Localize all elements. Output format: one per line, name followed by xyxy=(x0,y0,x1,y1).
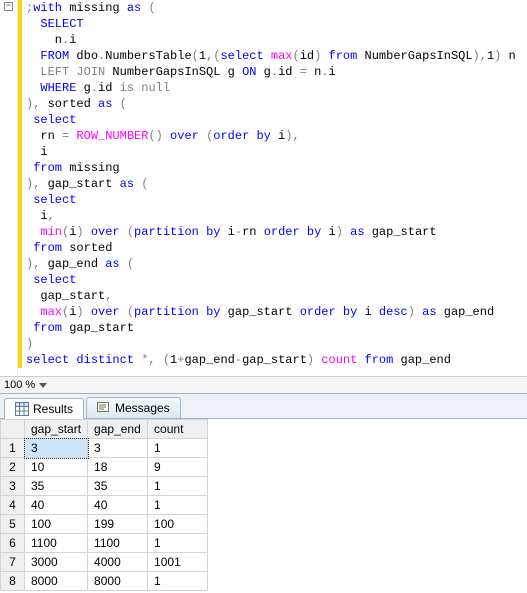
grid-cell[interactable]: 35 xyxy=(25,477,88,496)
row-header[interactable]: 7 xyxy=(1,553,25,572)
column-header[interactable]: gap_start xyxy=(25,420,88,439)
sql-editor[interactable]: − ;with missing as ( SELECT n.i FROM dbo… xyxy=(0,0,527,376)
grid-cell[interactable]: 1100 xyxy=(25,534,88,553)
change-bar xyxy=(18,0,22,368)
results-grid[interactable]: gap_startgap_endcount1331210189335351440… xyxy=(0,419,208,591)
grid-cell[interactable]: 100 xyxy=(25,515,88,534)
messages-icon xyxy=(97,401,111,415)
results-tabstrip: Results Messages xyxy=(0,393,527,419)
grid-cell[interactable]: 10 xyxy=(25,458,88,477)
grid-corner xyxy=(1,420,25,439)
grid-cell[interactable]: 3000 xyxy=(25,553,88,572)
table-row[interactable]: 7300040001001 xyxy=(1,553,208,572)
grid-cell[interactable]: 35 xyxy=(88,477,148,496)
grid-cell[interactable]: 8000 xyxy=(25,572,88,591)
row-header[interactable]: 3 xyxy=(1,477,25,496)
table-row[interactable]: 8800080001 xyxy=(1,572,208,591)
row-header[interactable]: 2 xyxy=(1,458,25,477)
tab-messages[interactable]: Messages xyxy=(86,397,181,418)
tab-results-label: Results xyxy=(33,402,73,416)
grid-cell[interactable]: 1 xyxy=(148,477,208,496)
table-row[interactable]: 210189 xyxy=(1,458,208,477)
grid-icon xyxy=(15,402,29,416)
table-row[interactable]: 335351 xyxy=(1,477,208,496)
grid-cell[interactable]: 40 xyxy=(25,496,88,515)
row-header[interactable]: 4 xyxy=(1,496,25,515)
row-header[interactable]: 5 xyxy=(1,515,25,534)
row-header[interactable]: 1 xyxy=(1,439,25,458)
grid-cell[interactable]: 4000 xyxy=(88,553,148,572)
zoom-bar: 100 % xyxy=(0,376,527,393)
table-row[interactable]: 5100199100 xyxy=(1,515,208,534)
zoom-dropdown-icon[interactable] xyxy=(39,383,47,388)
grid-cell[interactable]: 199 xyxy=(88,515,148,534)
grid-cell[interactable]: 1 xyxy=(148,439,208,458)
column-header[interactable]: count xyxy=(148,420,208,439)
column-header[interactable]: gap_end xyxy=(88,420,148,439)
grid-cell[interactable]: 1 xyxy=(148,534,208,553)
grid-cell[interactable]: 18 xyxy=(88,458,148,477)
editor-gutter: − xyxy=(0,0,18,376)
table-row[interactable]: 6110011001 xyxy=(1,534,208,553)
table-row[interactable]: 440401 xyxy=(1,496,208,515)
tab-messages-label: Messages xyxy=(115,401,170,415)
tab-results[interactable]: Results xyxy=(4,398,84,419)
row-header[interactable]: 6 xyxy=(1,534,25,553)
code-area[interactable]: ;with missing as ( SELECT n.i FROM dbo.N… xyxy=(26,0,527,368)
grid-cell[interactable]: 8000 xyxy=(88,572,148,591)
grid-cell[interactable]: 1 xyxy=(148,572,208,591)
grid-cell[interactable]: 1001 xyxy=(148,553,208,572)
grid-cell[interactable]: 9 xyxy=(148,458,208,477)
grid-cell[interactable]: 3 xyxy=(88,439,148,458)
row-header[interactable]: 8 xyxy=(1,572,25,591)
grid-cell[interactable]: 3 xyxy=(25,439,88,458)
grid-cell[interactable]: 40 xyxy=(88,496,148,515)
table-row[interactable]: 1331 xyxy=(1,439,208,458)
grid-cell[interactable]: 100 xyxy=(148,515,208,534)
grid-cell[interactable]: 1100 xyxy=(88,534,148,553)
grid-cell[interactable]: 1 xyxy=(148,496,208,515)
fold-toggle-icon[interactable]: − xyxy=(4,2,13,11)
zoom-value: 100 % xyxy=(4,379,35,391)
